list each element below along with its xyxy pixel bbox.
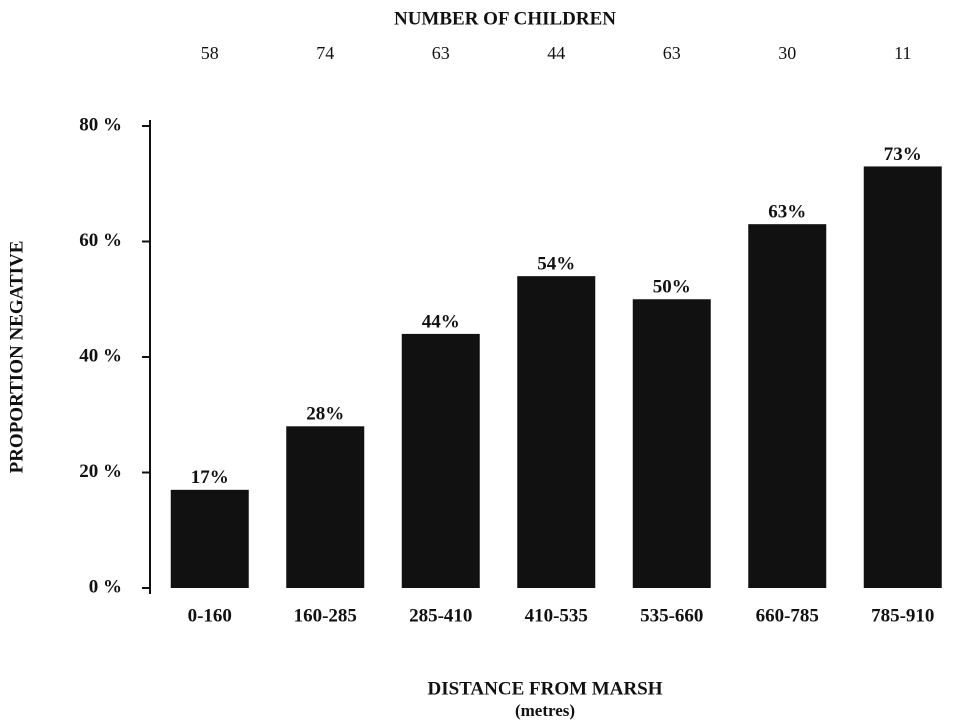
top-axis-label: NUMBER OF CHILDREN [394, 8, 616, 29]
count-label: 63 [663, 43, 681, 63]
x-tick-label: 285-410 [409, 605, 472, 626]
bar [517, 276, 596, 588]
count-label: 63 [432, 43, 450, 63]
bar [286, 426, 365, 588]
x-tick-label: 0-160 [188, 605, 232, 626]
value-label: 63% [768, 202, 806, 223]
x-tick-label: 785-910 [871, 605, 934, 626]
count-label: 58 [201, 43, 219, 63]
x-tick-label: 410-535 [525, 605, 588, 626]
x-tick-label: 160-285 [294, 605, 357, 626]
x-tick-label: 660-785 [756, 605, 819, 626]
value-label: 73% [884, 144, 922, 165]
x-axis-unit: (metres) [515, 701, 575, 720]
y-axis-label: PROPORTION NEGATIVE [6, 241, 27, 474]
y-tick-label: 80 % [79, 114, 122, 135]
value-label: 54% [537, 254, 575, 275]
value-label: 44% [422, 311, 460, 332]
count-label: 11 [894, 43, 911, 63]
y-tick-label: 40 % [79, 345, 122, 366]
bar [401, 333, 480, 588]
bar [863, 166, 942, 589]
y-tick-label: 0 % [89, 576, 122, 597]
bar [748, 224, 827, 589]
bar [170, 489, 249, 588]
bar [632, 299, 711, 588]
value-label: 28% [306, 404, 344, 425]
value-label: 50% [653, 277, 691, 298]
y-tick-label: 60 % [79, 230, 122, 251]
x-tick-label: 535-660 [640, 605, 703, 626]
count-label: 44 [547, 43, 565, 63]
count-label: 30 [778, 43, 796, 63]
x-axis-label: DISTANCE FROM MARSH [427, 678, 662, 699]
count-label: 74 [316, 43, 334, 63]
value-label: 17% [191, 467, 229, 488]
y-tick-label: 20 % [79, 461, 122, 482]
